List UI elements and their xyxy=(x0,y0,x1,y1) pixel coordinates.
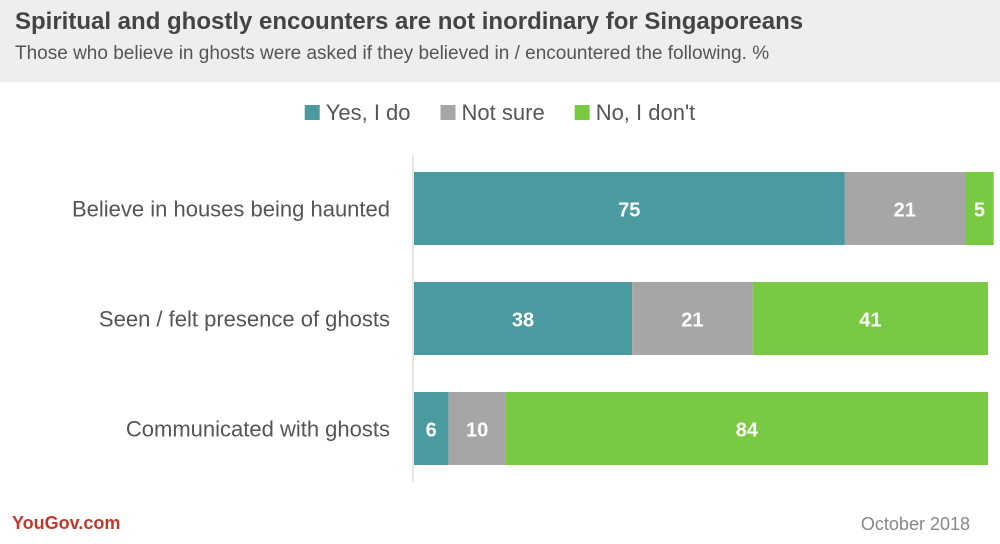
data-label: 10 xyxy=(466,420,488,442)
bar-segment xyxy=(632,282,753,355)
chart-plot: Yes, I do Not sure No, I don't Believe in h… xyxy=(72,100,994,482)
legend-swatch xyxy=(574,105,590,120)
bar-segment xyxy=(414,392,449,465)
source-credit: YouGov.com xyxy=(12,513,121,533)
bar-segment xyxy=(752,282,988,355)
data-label: 6 xyxy=(426,420,437,442)
chart-title: Spiritual and ghostly encounters are not… xyxy=(15,8,804,35)
survey-date: October 2018 xyxy=(860,514,970,534)
chart-subtitle: Those who believe in ghosts were asked i… xyxy=(15,43,770,64)
chart-legend: Yes, I do Not sure No, I don't xyxy=(304,100,696,125)
data-label: 21 xyxy=(681,310,703,332)
data-label: 21 xyxy=(894,200,916,222)
legend-swatch xyxy=(304,105,320,120)
legend-label: Not sure xyxy=(462,100,545,125)
data-label: 75 xyxy=(618,200,640,222)
chart-header: Spiritual and ghostly encounters are not… xyxy=(0,0,1000,82)
legend-label: No, I don't xyxy=(596,100,696,125)
category-label: Seen / felt presence of ghosts xyxy=(99,307,390,332)
bar-segment xyxy=(844,172,966,245)
bar-segment xyxy=(414,172,845,245)
bar-segment xyxy=(965,172,994,245)
data-label: 41 xyxy=(859,310,881,332)
category-label: Believe in houses being haunted xyxy=(72,197,390,222)
category-label: Communicated with ghosts xyxy=(126,417,390,442)
bar-segment xyxy=(448,392,506,465)
legend-label: Yes, I do xyxy=(326,100,411,125)
data-label: 84 xyxy=(736,420,759,442)
legend-swatch xyxy=(440,105,456,120)
data-label: 38 xyxy=(512,310,534,332)
data-label: 5 xyxy=(974,200,985,222)
bar-segment xyxy=(414,282,633,355)
bar-segment xyxy=(505,392,988,465)
